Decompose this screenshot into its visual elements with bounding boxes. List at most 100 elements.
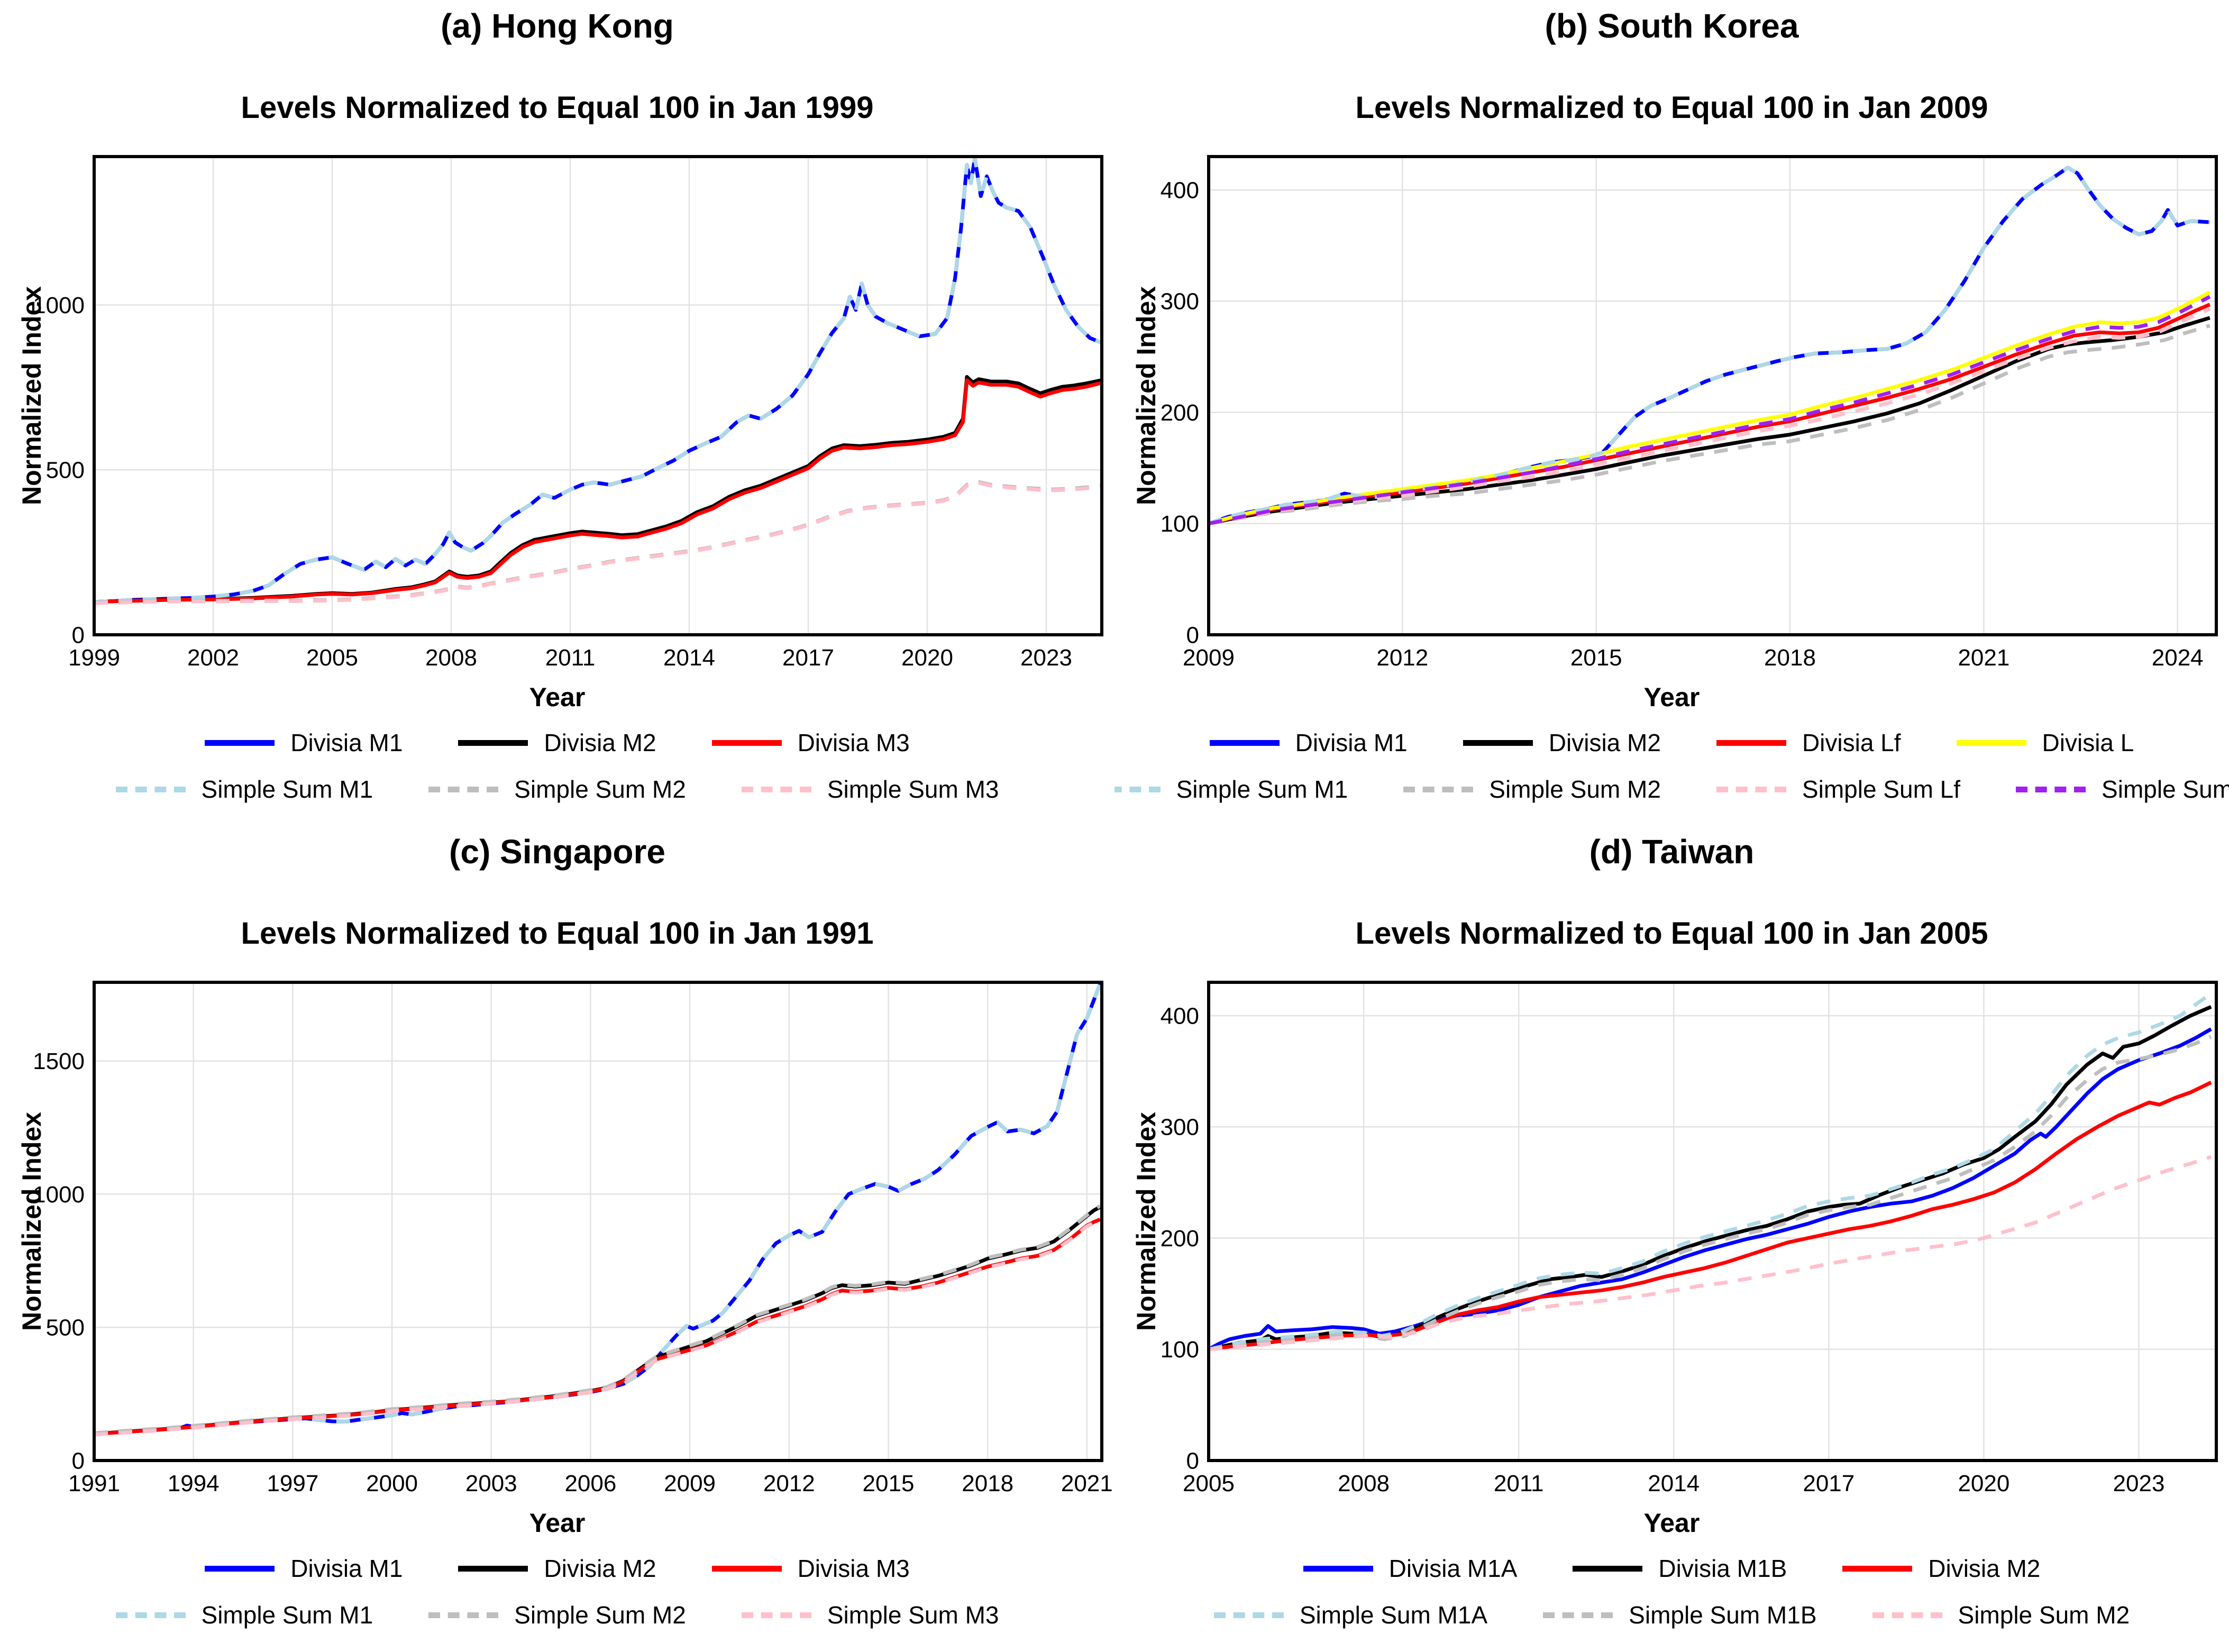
panel-south-korea: (b) South Korea Levels Normalized to Equ… bbox=[1114, 0, 2229, 826]
dashed-line-swatch-icon bbox=[2016, 786, 2086, 792]
legend-label: Simple Sum M1B bbox=[1629, 1601, 1817, 1629]
legend-row-divisia: Divisia M1A Divisia M1B Divisia M2 bbox=[1114, 1545, 2229, 1592]
legend-row-divisia: Divisia M1 Divisia M2 Divisia Lf Divisia L bbox=[1114, 719, 2229, 766]
y-tick-label: 0 bbox=[1186, 1448, 1199, 1474]
legend-item-simple-sum-m1: Simple Sum M1 bbox=[115, 1601, 373, 1629]
legend-row-divisia: Divisia M1 Divisia M2 Divisia M3 bbox=[0, 1545, 1114, 1592]
legend-label: Simple Sum Lf bbox=[1802, 775, 1961, 803]
legend: Divisia M1 Divisia M2 Divisia M3 Simple Sum… bbox=[0, 1545, 1114, 1638]
x-tick-label: 2018 bbox=[962, 1471, 1013, 1496]
solid-line-swatch-icon bbox=[711, 740, 782, 746]
plot-frame bbox=[93, 155, 1103, 636]
legend-item-simple-sum-l: Simple Sum L bbox=[2016, 775, 2229, 804]
x-axis-title: Year bbox=[529, 682, 586, 712]
legend-label: Divisia L bbox=[2042, 729, 2134, 756]
y-tick-label: 300 bbox=[1161, 1115, 1199, 1140]
legend: Divisia M1 Divisia M2 Divisia Lf Divisia L S… bbox=[1114, 719, 2229, 813]
x-tick-label: 1997 bbox=[267, 1471, 318, 1496]
x-axis-title: Year bbox=[1643, 682, 1700, 712]
legend-item-simple-sum-m2: Simple Sum M2 bbox=[1403, 775, 1661, 804]
legend-item-divisia-m1b: Divisia M1B bbox=[1573, 1554, 1787, 1583]
legend-label: Divisia M1 bbox=[290, 729, 403, 756]
y-tick-label: 200 bbox=[1161, 1226, 1199, 1252]
x-tick-label: 2015 bbox=[1570, 645, 1622, 671]
series-line-divisia-m2 bbox=[94, 1205, 1101, 1436]
dashed-line-swatch-icon bbox=[1403, 786, 1474, 792]
solid-line-swatch-icon bbox=[1716, 740, 1786, 746]
x-tick-label: 1994 bbox=[168, 1471, 220, 1496]
dashed-line-swatch-icon bbox=[115, 1612, 186, 1618]
chart-taiwan: 2005 2008 2011 2014 2017 2020 2023 0 100 200 300 40… bbox=[1161, 981, 2218, 1496]
legend-item-divisia-m2: Divisia M2 bbox=[1463, 728, 1661, 757]
legend-item-simple-sum-m3: Simple Sum M3 bbox=[741, 775, 999, 804]
y-tick-label: 100 bbox=[1161, 1337, 1199, 1363]
x-tick-label: 2008 bbox=[1338, 1471, 1390, 1496]
solid-line-swatch-icon bbox=[205, 1565, 275, 1572]
legend-item-divisia-m1: Divisia M1 bbox=[205, 728, 403, 757]
series-line-divisia-m1a bbox=[1208, 1027, 2212, 1351]
x-tick-label: 2014 bbox=[663, 645, 715, 671]
dashed-line-swatch-icon bbox=[1114, 786, 1161, 792]
solid-line-swatch-icon bbox=[458, 1565, 528, 1572]
y-tick-label: 400 bbox=[1161, 1003, 1199, 1029]
chart-south-korea: 2009 2012 2015 2018 2021 2024 0 100 200 300 400 bbox=[1161, 155, 2218, 671]
x-tick-label: 2003 bbox=[465, 1471, 517, 1496]
legend-item-divisia-lf: Divisia Lf bbox=[1716, 728, 1901, 757]
legend-item-divisia-m2: Divisia M2 bbox=[458, 728, 656, 757]
legend-label: Simple Sum L bbox=[2102, 775, 2229, 803]
legend-label: Simple Sum M2 bbox=[514, 1601, 686, 1629]
solid-line-swatch-icon bbox=[1842, 1565, 1913, 1572]
series-line-simple-sum-m1a bbox=[1208, 992, 2213, 1352]
series-line-simple-sum-m2 bbox=[94, 1204, 1101, 1435]
legend-row-simple-sum: Simple Sum M1 Simple Sum M2 Simple Sum Lf S… bbox=[1114, 766, 2229, 813]
legend-label: Divisia M2 bbox=[544, 1555, 656, 1582]
dashed-line-swatch-icon bbox=[1543, 1612, 1613, 1618]
y-tick-label: 300 bbox=[1161, 289, 1199, 315]
plot-frame bbox=[1207, 155, 2218, 636]
legend-label: Divisia M1B bbox=[1658, 1555, 1787, 1582]
series-line-divisia-m2 bbox=[1208, 316, 2210, 526]
legend-item-divisia-m1a: Divisia M1A bbox=[1303, 1554, 1517, 1583]
legend-item-simple-sum-m1a: Simple Sum M1A bbox=[1213, 1601, 1487, 1629]
legend-label: Divisia M3 bbox=[797, 1555, 910, 1582]
series-line-simple-sum-m1 bbox=[94, 156, 1103, 604]
legend-item-simple-sum-m1: Simple Sum M1 bbox=[1114, 775, 1348, 804]
y-tick-label: 500 bbox=[46, 1315, 85, 1341]
legend-item-divisia-m1: Divisia M1 bbox=[205, 1554, 403, 1583]
dashed-line-swatch-icon bbox=[1716, 786, 1786, 792]
legend-item-simple-sum-lf: Simple Sum Lf bbox=[1716, 775, 1960, 804]
panel-label: (a) Hong Kong bbox=[441, 7, 674, 45]
x-tick-label: 2009 bbox=[664, 1471, 716, 1496]
series-line-divisia-m1b bbox=[1208, 1005, 2212, 1352]
x-tick-label: 2014 bbox=[1648, 1471, 1700, 1496]
legend-label: Divisia M3 bbox=[797, 729, 910, 756]
y-tick-label: 0 bbox=[1186, 622, 1199, 648]
x-tick-label: 2020 bbox=[901, 645, 953, 671]
dashed-line-swatch-icon bbox=[428, 1612, 499, 1618]
series-line-simple-sum-m2 bbox=[1208, 1155, 2212, 1352]
legend-label: Simple Sum M1 bbox=[201, 775, 373, 803]
legend: Divisia M1 Divisia M2 Divisia M3 Simple Sum… bbox=[0, 719, 1114, 813]
x-tick-label: 2011 bbox=[1494, 1471, 1544, 1496]
legend-row-simple-sum: Simple Sum M1A Simple Sum M1B Simple Sum M… bbox=[1114, 1592, 2229, 1638]
legend-item-simple-sum-m2: Simple Sum M2 bbox=[1872, 1601, 2130, 1629]
legend-item-divisia-m3: Divisia M3 bbox=[711, 728, 910, 757]
x-axis-title: Year bbox=[1643, 1508, 1700, 1538]
x-tick-label: 2008 bbox=[425, 645, 477, 671]
y-tick-label: 0 bbox=[72, 1448, 85, 1474]
x-tick-label: 1991 bbox=[68, 1471, 120, 1496]
legend-label: Simple Sum M1 bbox=[1176, 775, 1348, 803]
solid-line-swatch-icon bbox=[458, 740, 528, 746]
x-tick-label: 2005 bbox=[1183, 1471, 1235, 1496]
legend-item-simple-sum-m2: Simple Sum M2 bbox=[428, 1601, 686, 1629]
legend-label: Divisia M2 bbox=[544, 729, 656, 756]
legend-label: Divisia M1 bbox=[290, 1555, 403, 1582]
solid-line-swatch-icon bbox=[1209, 740, 1280, 746]
legend-label: Divisia M1 bbox=[1295, 729, 1408, 756]
legend-label: Simple Sum M1 bbox=[201, 1601, 373, 1629]
series-line-simple-sum-m2 bbox=[1208, 324, 2210, 526]
panel-hong-kong: (a) Hong Kong Levels Normalized to Equal… bbox=[0, 0, 1114, 826]
panel-singapore: (c) Singapore Levels Normalized to Equal… bbox=[0, 826, 1114, 1652]
series-line-simple-sum-m1 bbox=[94, 983, 1102, 1436]
x-tick-label: 2005 bbox=[306, 645, 358, 671]
